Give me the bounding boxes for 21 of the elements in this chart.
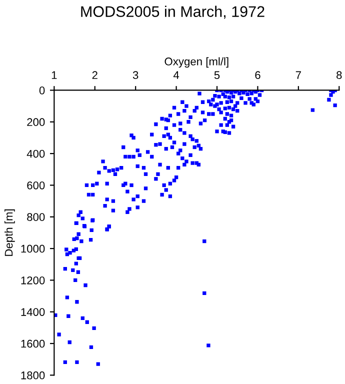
y-axis-title: Depth [m] [4,209,15,256]
x-tick-label: 5 [214,71,220,80]
y-tick-label: 200 [27,118,45,126]
x-tick-label: 8 [336,71,342,80]
y-tick-label: 1200 [21,276,45,284]
y-tick-label: 1600 [21,340,45,348]
y-tick-label: 1400 [21,308,45,316]
x-tick-label: 4 [173,71,180,79]
y-tick-label: 1000 [21,244,45,253]
y-tick-label: 600 [27,181,45,190]
y-tick-label: 0 [39,86,45,94]
x-tick-label: 3 [132,71,138,80]
y-tick-label: 1800 [21,371,45,380]
y-tick-label: 400 [26,150,45,158]
x-tick-label: 7 [296,71,301,79]
x-tick-label: 1 [52,71,57,79]
y-tick-label: 800 [27,213,45,222]
x-tick-label: 6 [255,71,260,80]
chart-title: MODS2005 in March, 1972 [81,6,264,19]
x-axis-title: Oxygen [ml/l] [164,57,228,68]
x-tick-label: 2 [92,71,98,79]
